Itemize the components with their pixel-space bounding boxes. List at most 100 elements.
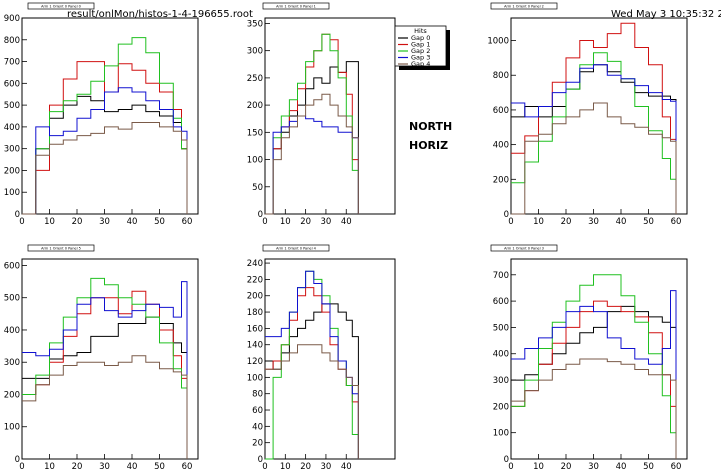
x-tick-label: 40	[127, 462, 138, 469]
x-tick-label: 0	[19, 217, 24, 227]
y-tick-label: 100	[247, 156, 263, 166]
y-tick-label: 200	[493, 402, 509, 412]
series-gap-2	[22, 277, 188, 459]
panel-title: Arm 1 Orient 0 Panel 2	[504, 5, 544, 9]
y-tick-label: 140	[247, 341, 263, 351]
x-tick-label: 20	[72, 462, 83, 469]
x-tick-label: 50	[643, 217, 654, 227]
y-tick-label: 50	[252, 183, 263, 193]
x-tick-label: 0	[262, 462, 267, 469]
y-tick-label: 250	[247, 74, 263, 84]
y-tick-label: 20	[252, 439, 263, 449]
panel-title: Arm 1 Orient 0 Panel 1	[276, 5, 316, 9]
series-gap-2	[511, 52, 677, 214]
series-gap-0	[511, 64, 677, 214]
y-tick-label: 100	[247, 373, 263, 383]
y-tick-label: 100	[493, 429, 509, 439]
y-tick-label: 0	[258, 455, 263, 465]
y-tick-label: 100	[4, 188, 20, 198]
y-tick-label: 240	[247, 259, 263, 269]
series-gap-4	[265, 344, 359, 459]
series-gap-1	[265, 287, 359, 459]
y-tick-label: 0	[15, 210, 20, 220]
y-tick-label: 300	[4, 145, 20, 155]
x-tick-label: 40	[616, 217, 627, 227]
x-tick-label: 50	[643, 462, 654, 469]
legend-box	[394, 25, 447, 67]
y-tick-label: 700	[4, 58, 20, 68]
series-gap-4	[22, 122, 188, 215]
y-tick-label: 400	[4, 123, 20, 133]
panel-title: Arm 1 Orient 0 Panel 4	[276, 247, 317, 251]
x-tick-label: 0	[508, 462, 513, 469]
legend-entry: Gap 3	[411, 54, 430, 62]
y-tick-label: 200	[4, 166, 20, 176]
y-tick-label: 180	[247, 308, 263, 318]
y-tick-label: 400	[493, 141, 509, 151]
x-tick-label: 60	[671, 462, 682, 469]
x-tick-label: 30	[588, 217, 599, 227]
y-tick-label: 800	[493, 71, 509, 81]
chart-panel-5: Arm 1 Orient 0 Panel 3010020030040050060…	[490, 244, 688, 469]
plot-frame	[21, 258, 199, 460]
series-gap-4	[511, 358, 677, 459]
plot-frame	[21, 17, 199, 215]
panel-title: Arm 1 Orient 0 Panel 5	[41, 247, 81, 251]
x-tick-label: 60	[182, 462, 193, 469]
y-tick-label: 300	[4, 358, 20, 368]
x-tick-label: 50	[154, 217, 165, 227]
series-gap-0	[265, 303, 359, 459]
y-tick-label: 500	[493, 323, 509, 333]
y-tick-label: 600	[493, 106, 509, 116]
y-tick-label: 500	[4, 294, 20, 304]
series-gap-3	[511, 64, 677, 214]
series-gap-0	[511, 305, 677, 459]
y-tick-label: 0	[504, 455, 509, 465]
timestamp: Wed May 3 10:35:32 2006	[611, 9, 721, 20]
y-tick-label: 200	[247, 101, 263, 111]
y-tick-label: 80	[252, 390, 263, 400]
y-tick-label: 150	[247, 128, 263, 138]
x-tick-label: 10	[280, 462, 291, 469]
y-tick-label: 800	[4, 36, 20, 46]
y-tick-label: 0	[15, 455, 20, 465]
x-tick-label: 20	[72, 217, 83, 227]
series-gap-3	[22, 281, 188, 459]
legend-entry: Gap 0	[411, 34, 430, 42]
y-tick-label: 120	[247, 357, 263, 367]
x-tick-label: 40	[341, 462, 352, 469]
x-tick-label: 0	[508, 217, 513, 227]
series-gap-0	[22, 316, 188, 459]
plot-frame	[510, 17, 688, 215]
y-tick-label: 160	[247, 324, 263, 334]
legend-entry: Gap 2	[411, 47, 430, 55]
series-gap-2	[511, 274, 677, 459]
x-tick-label: 10	[44, 217, 55, 227]
y-tick-label: 300	[493, 376, 509, 386]
legend-title: Hits	[414, 27, 427, 35]
panel-title-box	[262, 2, 330, 10]
x-tick-label: 10	[533, 217, 544, 227]
y-tick-label: 200	[247, 292, 263, 302]
series-gap-3	[265, 115, 359, 215]
y-tick-label: 60	[252, 406, 263, 416]
panel-title-box	[27, 244, 95, 252]
chart-panel-4: Arm 1 Orient 0 Panel 4020406080100120140…	[247, 244, 396, 469]
y-tick-label: 400	[493, 350, 509, 360]
x-tick-label: 20	[561, 462, 572, 469]
chart-panel-0: Arm 1 Orient 0 Panel 0010020030040050060…	[4, 2, 199, 227]
x-tick-label: 0	[262, 217, 267, 227]
y-tick-label: 100	[4, 423, 20, 433]
x-tick-label: 30	[588, 462, 599, 469]
series-gap-3	[22, 87, 188, 215]
y-tick-label: 500	[4, 101, 20, 111]
x-tick-label: 10	[280, 217, 291, 227]
panel-title: Arm 1 Orient 0 Panel 3	[504, 247, 544, 251]
y-tick-label: 600	[4, 261, 20, 271]
y-tick-label: 40	[252, 422, 263, 432]
x-tick-label: 20	[561, 217, 572, 227]
x-tick-label: 50	[154, 462, 165, 469]
panel-title-box	[262, 244, 330, 252]
series-gap-4	[511, 102, 677, 215]
